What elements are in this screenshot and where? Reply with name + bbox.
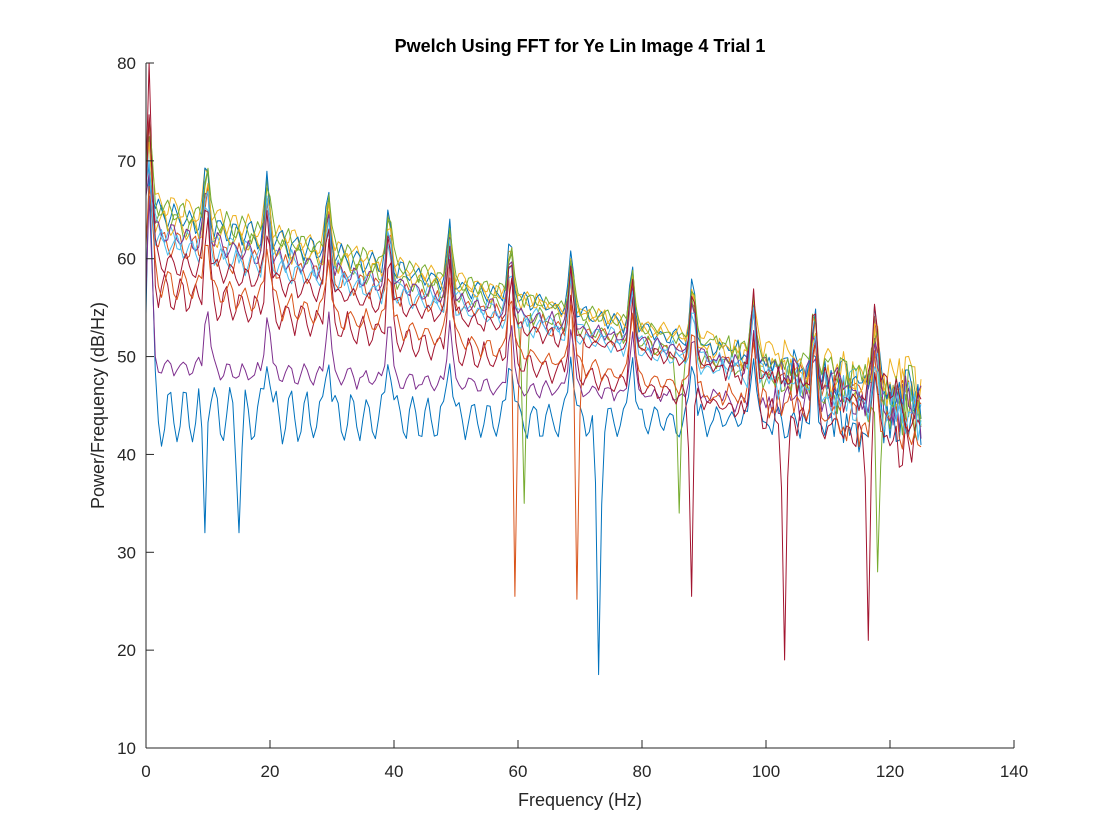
x-tick-label: 40 bbox=[385, 762, 404, 781]
x-ticks: 0 20 40 60 80 100 120 140 bbox=[141, 740, 1028, 781]
x-tick-label: 60 bbox=[509, 762, 528, 781]
axes bbox=[145, 63, 1014, 749]
x-tick-label: 120 bbox=[876, 762, 904, 781]
y-tick-label: 40 bbox=[117, 445, 136, 464]
y-ticks: 10 20 30 40 50 60 70 80 bbox=[117, 54, 154, 758]
x-tick-label: 20 bbox=[261, 762, 280, 781]
psd-series-line bbox=[145, 160, 922, 441]
y-tick-label: 20 bbox=[117, 641, 136, 660]
x-tick-label: 100 bbox=[752, 762, 780, 781]
y-tick-label: 50 bbox=[117, 348, 136, 367]
y-tick-label: 80 bbox=[117, 54, 136, 73]
psd-series-line bbox=[145, 116, 922, 600]
psd-series-line bbox=[145, 141, 922, 415]
x-tick-label: 0 bbox=[141, 762, 150, 781]
psd-series-line bbox=[145, 114, 922, 432]
x-tick-label: 80 bbox=[633, 762, 652, 781]
y-tick-label: 70 bbox=[117, 152, 136, 171]
psd-series-line bbox=[145, 163, 922, 676]
x-axis-label: Frequency (Hz) bbox=[518, 790, 642, 810]
y-axis-label: Power/Frequency (dB/Hz) bbox=[88, 302, 108, 509]
y-tick-label: 60 bbox=[117, 250, 136, 269]
x-tick-label: 140 bbox=[1000, 762, 1028, 781]
chart-title: Pwelch Using FFT for Ye Lin Image 4 Tria… bbox=[395, 36, 766, 56]
psd-series-line bbox=[145, 62, 922, 661]
y-tick-label: 10 bbox=[117, 739, 136, 758]
y-tick-label: 30 bbox=[117, 543, 136, 562]
series-group bbox=[145, 62, 922, 676]
psd-series-line bbox=[145, 185, 922, 450]
